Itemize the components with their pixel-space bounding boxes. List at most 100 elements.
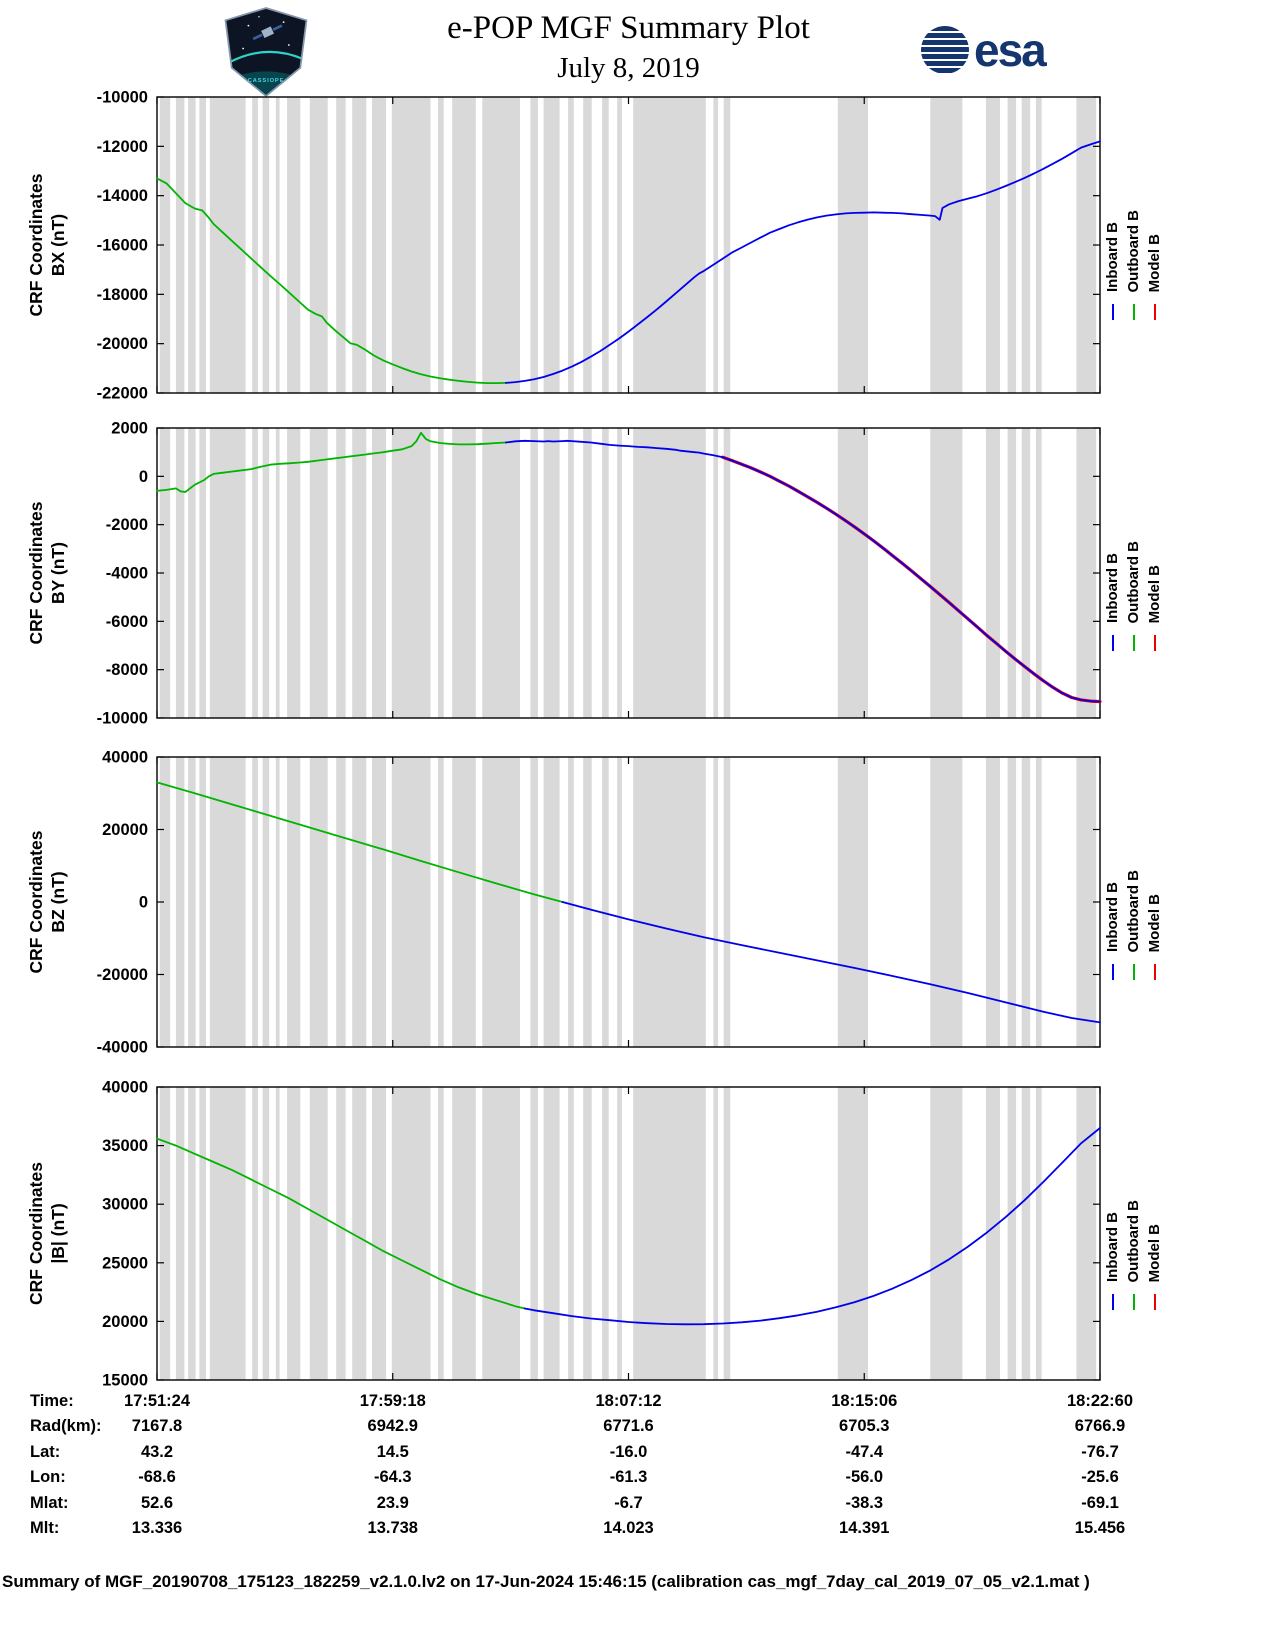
data-gap-band	[275, 97, 280, 393]
data-gap-band	[452, 97, 476, 393]
data-gap-band	[583, 97, 592, 393]
data-gap-band	[287, 428, 301, 718]
outboard-b-series-panel-2	[156, 431, 507, 493]
legend-labels: Inboard B Outboard B Model B	[1103, 812, 1169, 953]
panel-ylabel: BZ (nT)	[48, 871, 68, 932]
data-gap-band	[209, 1087, 246, 1380]
panel-ylabel: |B| (nT)	[48, 1203, 68, 1263]
legend-labels: Inboard B Outboard B Model B	[1103, 483, 1169, 624]
data-gap-band	[352, 1087, 367, 1380]
y-tick-label: 35000	[102, 1137, 148, 1155]
table-value: 6766.9	[1074, 1417, 1126, 1436]
data-gap-band	[1076, 97, 1097, 393]
data-gap-band	[633, 1087, 706, 1380]
legend-key-outboard	[1132, 964, 1136, 980]
data-gap-band	[583, 757, 592, 1047]
panel-ylabel: BX (nT)	[48, 214, 68, 276]
legend-labels: Inboard B Outboard B Model B	[1103, 1142, 1169, 1283]
data-gap-band	[482, 428, 520, 718]
data-gap-band	[930, 757, 963, 1047]
data-gap-band	[159, 97, 171, 393]
data-gap-band	[199, 97, 206, 393]
legend-label-inboard: Inboard B	[1104, 882, 1121, 952]
data-gap-band	[452, 428, 476, 718]
y-tick-label: -16000	[97, 237, 148, 255]
panel-ylabel: CRF Coordinates	[26, 830, 46, 973]
data-gap-band	[336, 428, 346, 718]
data-gap-band	[837, 97, 868, 393]
y-tick-label: -10000	[97, 710, 148, 728]
data-gap-band	[617, 757, 622, 1047]
legend-label-inboard: Inboard B	[1104, 1212, 1121, 1282]
data-gap-band	[602, 757, 609, 1047]
data-gap-band	[482, 97, 520, 393]
patch-mission-name: CASSIOPE	[248, 78, 285, 84]
data-gap-band	[543, 97, 560, 393]
mission-patch-icon: CASSIOPE	[224, 7, 308, 98]
data-gap-band	[391, 428, 431, 718]
panel-ylabel: CRF Coordinates	[26, 501, 46, 644]
data-gap-band	[602, 1087, 609, 1380]
legend-labels: Inboard B Outboard B Model B	[1103, 152, 1169, 293]
data-gap-band	[837, 428, 868, 718]
data-gap-band	[602, 428, 609, 718]
data-gap-band	[175, 1087, 185, 1380]
plots-canvas: -10000-12000-14000-16000-18000-20000-220…	[26, 89, 1102, 1390]
data-gap-band	[1076, 757, 1097, 1047]
inboard-b-series-panel-1	[505, 140, 1101, 384]
table-value: 52.6	[140, 1493, 174, 1512]
data-gap-band	[252, 97, 258, 393]
data-gap-band	[372, 757, 387, 1047]
data-gap-band	[188, 757, 196, 1047]
y-tick-label: -10000	[97, 89, 148, 107]
data-gap-band	[568, 1087, 574, 1380]
data-gap-band	[287, 757, 301, 1047]
data-gap-band	[617, 97, 622, 393]
table-value: 13.336	[131, 1518, 183, 1537]
data-gap-band	[438, 97, 444, 393]
data-gap-band	[199, 757, 206, 1047]
legend-key-outboard	[1132, 1294, 1136, 1310]
y-tick-label: 30000	[102, 1196, 148, 1214]
legend-panel-by: Inboard B Outboard B Model B	[1103, 483, 1169, 651]
data-gap-band	[985, 97, 1000, 393]
data-gap-band	[617, 428, 622, 718]
data-gap-band	[930, 1087, 963, 1380]
table-value: 23.9	[376, 1493, 409, 1512]
summary-footer: Summary of MGF_20190708_175123_182259_v2…	[2, 1572, 1090, 1591]
y-tick-label: 40000	[102, 1079, 148, 1097]
table-value: 17:51:24	[123, 1392, 191, 1410]
data-gap-band	[372, 1087, 387, 1380]
legend-panel-bz: Inboard B Outboard B Model B	[1103, 812, 1169, 980]
table-value: -56.0	[845, 1468, 884, 1487]
data-gap-band	[275, 757, 280, 1047]
table-row-label: Lat:	[30, 1442, 61, 1461]
data-gap-band	[1007, 1087, 1017, 1380]
legend-label-outboard: Outboard B	[1125, 1199, 1142, 1283]
data-gap-band	[287, 1087, 301, 1380]
y-tick-label: 0	[139, 468, 148, 486]
data-gap-band	[1021, 1087, 1031, 1380]
legend-key-inboard	[1111, 1294, 1115, 1310]
data-gap-band	[309, 1087, 328, 1380]
table-value: -68.6	[138, 1468, 176, 1487]
data-gap-band	[543, 428, 560, 718]
data-gap-band	[372, 97, 387, 393]
legend-key-model	[1153, 635, 1157, 651]
legend-key-inboard	[1111, 964, 1115, 980]
inboard-b-series-panel-2	[505, 439, 1101, 703]
data-gap-band	[1007, 757, 1017, 1047]
data-gap-band	[530, 428, 538, 718]
data-gap-band	[568, 97, 574, 393]
data-gap-band	[159, 1087, 171, 1380]
legend-label-inboard: Inboard B	[1104, 222, 1121, 292]
legend-label-outboard: Outboard B	[1125, 209, 1142, 293]
data-gap-band	[1076, 1087, 1097, 1380]
data-gap-band	[530, 1087, 538, 1380]
data-gap-band	[452, 757, 476, 1047]
table-row: Lon: -68.6 -64.3 -61.3 -56.0 -25.6	[0, 1468, 1275, 1493]
panel-ylabel: CRF Coordinates	[26, 1162, 46, 1305]
patch-horizon-glow	[228, 50, 304, 64]
y-tick-label: -2000	[106, 516, 148, 534]
legend-key-inboard	[1111, 635, 1115, 651]
